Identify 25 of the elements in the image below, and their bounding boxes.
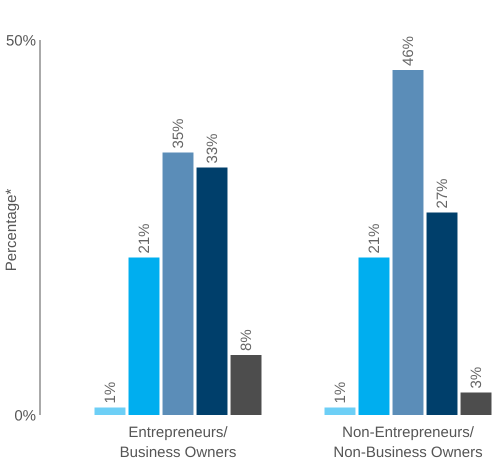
y-axis-title: Percentage* (3, 188, 20, 272)
bar (392, 70, 424, 415)
bar (162, 152, 194, 415)
bar (460, 392, 492, 415)
bar (324, 408, 356, 415)
data-label: 35% (170, 118, 187, 148)
data-label: 8% (238, 329, 256, 351)
bar (128, 258, 160, 415)
bar (196, 168, 228, 415)
data-label: 3% (468, 366, 486, 388)
data-label: 1% (332, 382, 349, 404)
bar (426, 212, 458, 415)
bar (358, 258, 390, 415)
bar (230, 355, 262, 415)
data-label: 27% (434, 178, 452, 208)
x-tick-label: Non-Entrepreneurs/ Non-Business Owners (333, 424, 483, 461)
y-tick-label: 50% (6, 32, 36, 50)
data-label: 21% (136, 223, 153, 254)
bar (94, 408, 126, 415)
y-tick-label: 0% (14, 407, 36, 424)
x-tick-label: Entrepreneurs/ Business Owners (120, 424, 236, 461)
data-label: 21% (366, 223, 383, 254)
data-label: 33% (204, 133, 222, 164)
data-label: 46% (400, 36, 417, 66)
data-label: 1% (102, 382, 119, 404)
